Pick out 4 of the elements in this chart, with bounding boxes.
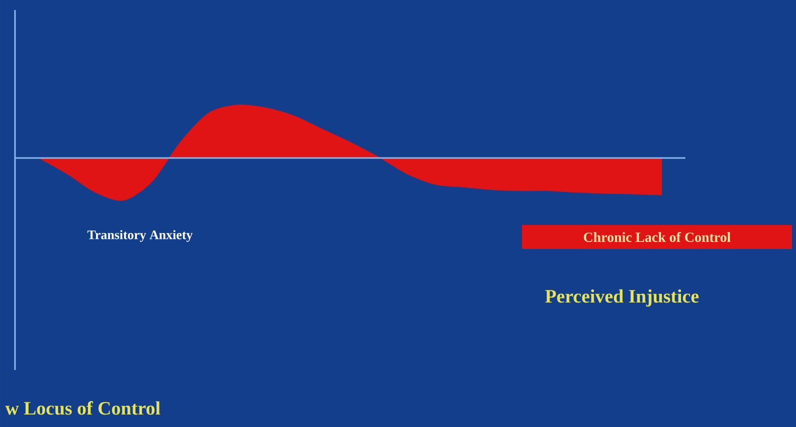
text: w Locus of Control	[5, 401, 160, 415]
text: Chronic Lack of Control	[584, 232, 731, 242]
text: Transitory Anxiety	[87, 230, 193, 242]
text: Perceived Injustice	[545, 289, 699, 307]
